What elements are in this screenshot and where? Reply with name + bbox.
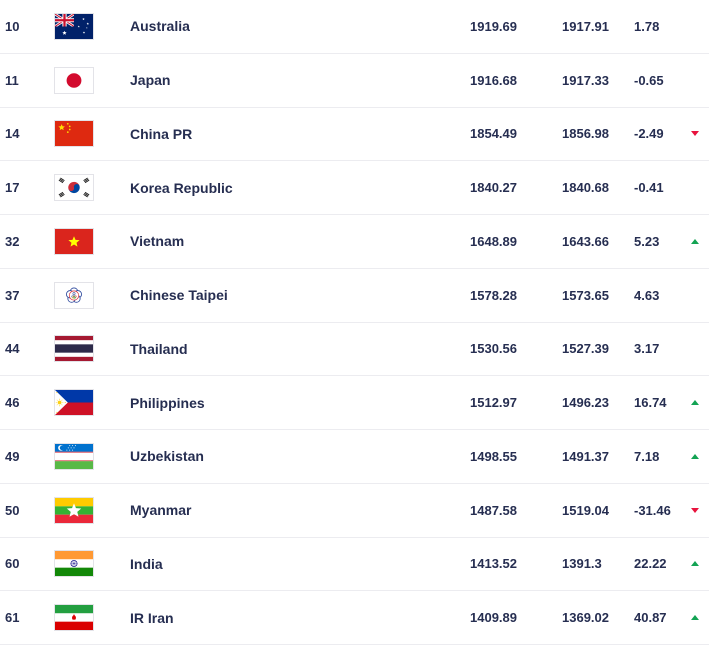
table-row[interactable]: 49 Uzbekistan 1498.55 1491.37 7.18 [0, 430, 709, 484]
previous-points: 1369.02 [562, 610, 609, 626]
total-points: 1648.89 [470, 233, 517, 249]
rank-value: 44 [5, 341, 20, 357]
total-points: 1487.58 [470, 502, 517, 518]
australia-flag [54, 12, 94, 40]
total-points: 1413.52 [470, 556, 517, 572]
country-name[interactable]: China PR [130, 125, 193, 142]
table-row[interactable]: 11 Japan 1916.68 1917.33 -0.65 [0, 53, 709, 108]
rank-value: 11 [5, 72, 19, 88]
china-pr-flag [54, 120, 94, 148]
total-points: 1578.28 [470, 287, 517, 303]
rank-trend [680, 615, 709, 621]
points-change: 40.87 [634, 610, 667, 626]
chinese-taipei-flag [54, 281, 94, 309]
rank-trend [680, 453, 709, 459]
table-row[interactable]: 60 India 1413.52 1391.3 22.22 [0, 537, 709, 592]
total-points: 1919.69 [470, 18, 517, 34]
table-row[interactable]: 17 Korea Republic 1840.27 1840.68 -0.41 [0, 161, 709, 215]
table-row[interactable]: 50 Myanmar 1487.58 1519.04 -31.46 [0, 483, 709, 538]
rank-value: 46 [5, 395, 20, 411]
rank-trend [680, 507, 709, 513]
rank-value: 49 [5, 448, 20, 464]
rank-down-icon [690, 507, 699, 513]
table-row[interactable]: 46 Philippines 1512.97 1496.23 16.74 [0, 376, 709, 430]
table-row[interactable]: 10 Australia 1919.69 1917.91 1.78 [0, 0, 709, 54]
country-name[interactable]: India [130, 555, 163, 572]
ir-iran-flag [54, 604, 94, 632]
rank-up-icon [690, 615, 699, 621]
table-row[interactable]: 32 Vietnam 1648.89 1643.66 5.23 [0, 215, 709, 269]
previous-points: 1496.23 [562, 395, 609, 411]
rank-up-icon [690, 453, 699, 459]
previous-points: 1491.37 [562, 448, 609, 464]
previous-points: 1917.91 [562, 18, 609, 34]
rank-up-icon [690, 238, 699, 244]
table-row[interactable]: 37 Chinese Taipei 1578.28 1573.65 4.63 [0, 268, 709, 323]
total-points: 1530.56 [470, 341, 517, 357]
previous-points: 1519.04 [562, 502, 609, 518]
rank-trend [680, 561, 709, 567]
previous-points: 1840.68 [562, 180, 609, 196]
thailand-flag [54, 335, 94, 363]
rank-trend [680, 131, 709, 137]
table-row[interactable]: 61 IR Iran 1409.89 1369.02 40.87 [0, 591, 709, 645]
rank-up-icon [690, 400, 699, 406]
rank-trend [680, 238, 709, 244]
previous-points: 1573.65 [562, 287, 609, 303]
rank-value: 61 [5, 610, 20, 626]
rank-value: 10 [5, 18, 20, 34]
rank-value: 37 [5, 287, 20, 303]
japan-flag [54, 66, 94, 94]
rank-value: 17 [5, 180, 20, 196]
points-change: 7.18 [634, 448, 660, 464]
country-name[interactable]: Australia [130, 18, 190, 35]
previous-points: 1917.33 [562, 72, 609, 88]
rank-value: 60 [5, 556, 20, 572]
previous-points: 1856.98 [562, 126, 609, 142]
rank-down-icon [690, 131, 699, 137]
vietnam-flag [54, 227, 94, 255]
points-change: 16.74 [634, 395, 667, 411]
country-name[interactable]: Japan [130, 72, 171, 89]
uzbekistan-flag [54, 442, 94, 470]
rank-trend [680, 400, 709, 406]
points-change: 1.78 [634, 18, 660, 34]
country-name[interactable]: Korea Republic [130, 179, 233, 196]
rank-up-icon [690, 561, 699, 567]
total-points: 1854.49 [470, 126, 517, 142]
country-name[interactable]: IR Iran [130, 609, 174, 626]
points-change: -0.41 [634, 180, 664, 196]
philippines-flag [54, 389, 94, 417]
rank-value: 32 [5, 233, 20, 249]
country-name[interactable]: Thailand [130, 340, 188, 357]
previous-points: 1391.3 [562, 556, 602, 572]
country-name[interactable]: Myanmar [130, 502, 192, 519]
previous-points: 1643.66 [562, 233, 609, 249]
country-name[interactable]: Vietnam [130, 233, 185, 250]
total-points: 1840.27 [470, 180, 517, 196]
table-row[interactable]: 44 Thailand 1530.56 1527.39 3.17 [0, 322, 709, 377]
points-change: 4.63 [634, 287, 660, 303]
table-row[interactable]: 14 China PR 1854.49 1856.98 -2.49 [0, 107, 709, 162]
points-change: 3.17 [634, 341, 660, 357]
country-name[interactable]: Uzbekistan [130, 448, 204, 465]
korea-republic-flag [54, 174, 94, 202]
points-change: -2.49 [634, 126, 664, 142]
points-change: -31.46 [634, 502, 671, 518]
myanmar-flag [54, 496, 94, 524]
country-name[interactable]: Philippines [130, 394, 205, 411]
total-points: 1409.89 [470, 610, 517, 626]
total-points: 1512.97 [470, 395, 517, 411]
india-flag [54, 550, 94, 578]
total-points: 1916.68 [470, 72, 517, 88]
points-change: 5.23 [634, 233, 660, 249]
points-change: -0.65 [634, 72, 664, 88]
previous-points: 1527.39 [562, 341, 609, 357]
points-change: 22.22 [634, 556, 667, 572]
country-name[interactable]: Chinese Taipei [130, 287, 228, 304]
rank-value: 14 [5, 126, 20, 142]
total-points: 1498.55 [470, 448, 517, 464]
rank-value: 50 [5, 502, 20, 518]
